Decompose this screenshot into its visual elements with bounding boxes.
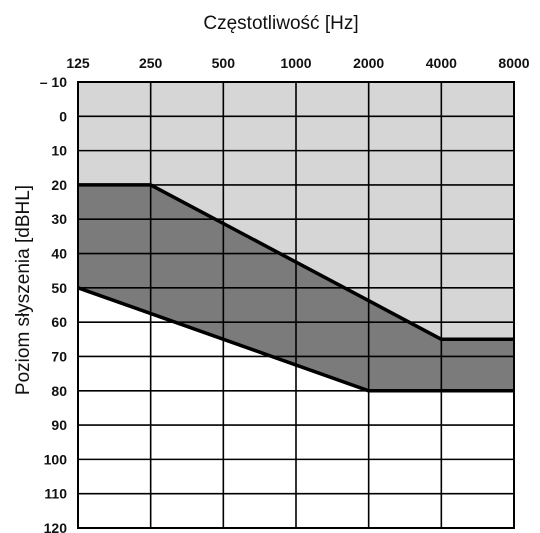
x-tick-label: 8000	[498, 55, 529, 71]
y-tick-label: 90	[51, 417, 67, 433]
y-tick-label: 30	[51, 211, 67, 227]
y-tick-label: 0	[59, 108, 67, 124]
x-tick-label: 2000	[353, 55, 384, 71]
y-tick-label: 20	[51, 177, 67, 193]
y-tick-label: 70	[51, 348, 67, 364]
x-tick-label: 125	[66, 55, 90, 71]
x-tick-label: 250	[139, 55, 163, 71]
y-tick-label: 50	[51, 280, 67, 296]
plot-border	[77, 81, 515, 529]
y-tick-label: 100	[44, 451, 68, 467]
series-lines	[77, 183, 514, 393]
upper-boundary-line	[78, 183, 514, 342]
y-tick-label: 60	[51, 314, 67, 330]
y-axis-title: Poziom słyszenia [dBHL]	[13, 185, 34, 395]
y-tick-label: 80	[51, 383, 67, 399]
x-tick-label: 1000	[280, 55, 311, 71]
grid-lines	[77, 81, 515, 529]
x-tick-label: 4000	[426, 55, 457, 71]
x-axis-title: Częstotliwość [Hz]	[203, 13, 358, 34]
y-tick-labels: – 10 0 10 20 30 40 50 60 70 80 90 100 110 120	[40, 74, 67, 533]
y-tick-label: 10	[51, 143, 67, 159]
x-tick-label: 500	[212, 55, 236, 71]
y-tick-label: 40	[51, 246, 67, 262]
lower-boundary-line	[77, 286, 514, 393]
y-tick-label: – 10	[40, 74, 67, 90]
x-tick-labels: 125 250 500 1000 2000 4000 8000	[66, 55, 529, 71]
y-tick-label: 110	[44, 486, 67, 502]
y-tick-label: 120	[44, 520, 68, 533]
